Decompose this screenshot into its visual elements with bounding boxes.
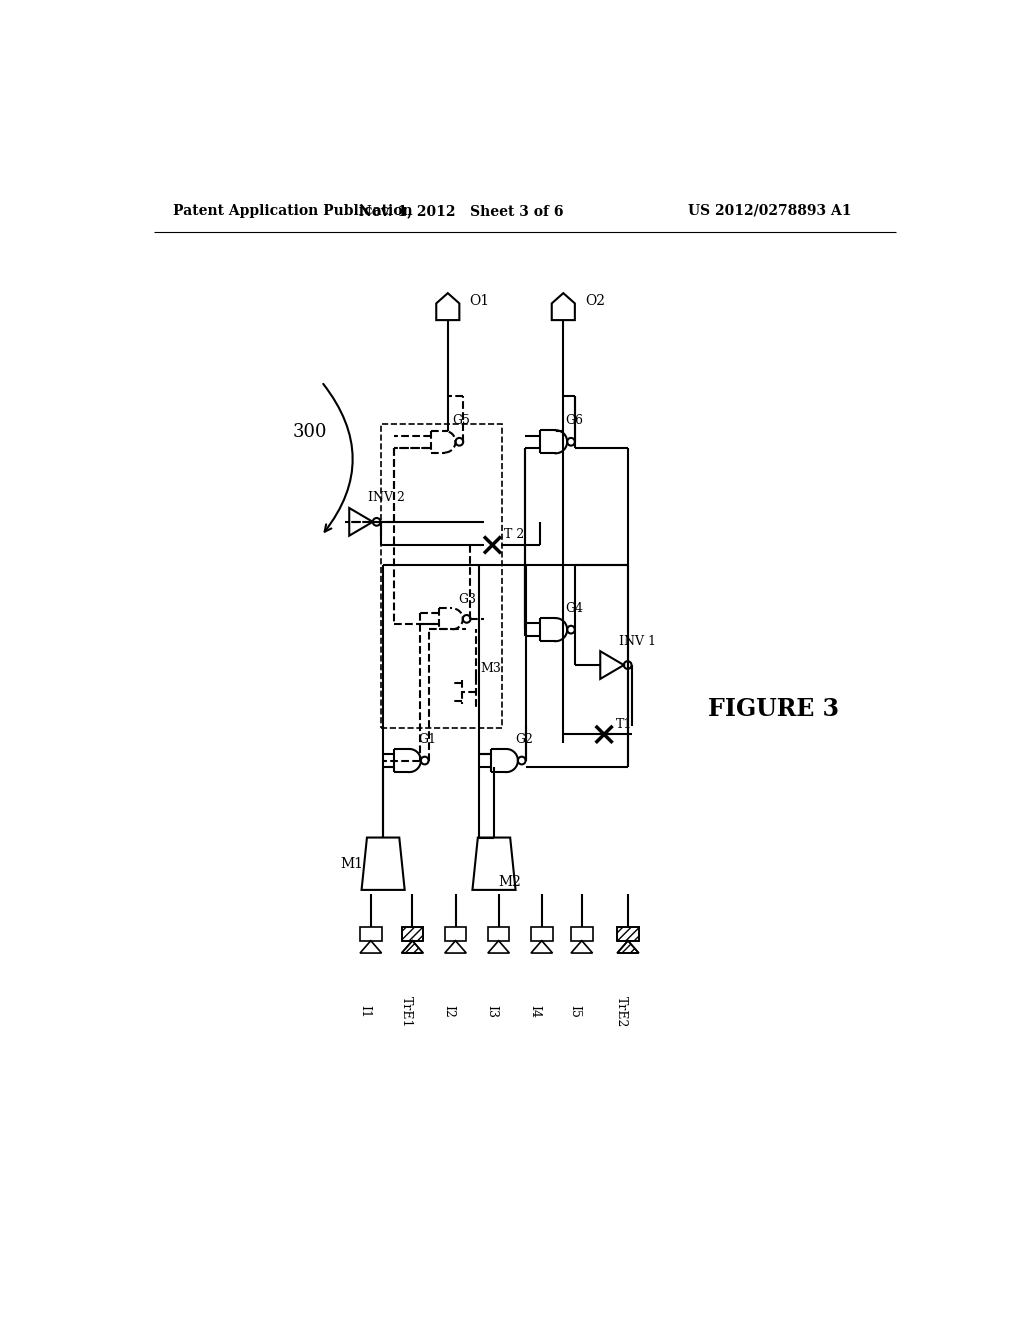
Text: M1: M1 bbox=[341, 857, 364, 871]
Text: T1: T1 bbox=[615, 718, 632, 731]
Polygon shape bbox=[617, 941, 639, 953]
Polygon shape bbox=[361, 838, 404, 890]
FancyArrowPatch shape bbox=[324, 384, 352, 532]
Bar bbox=[487, 927, 509, 941]
Text: O2: O2 bbox=[585, 294, 605, 308]
Text: G4: G4 bbox=[565, 602, 583, 615]
Text: INV 2: INV 2 bbox=[368, 491, 404, 504]
Polygon shape bbox=[552, 293, 574, 321]
Polygon shape bbox=[487, 941, 509, 953]
Text: Nov. 1, 2012   Sheet 3 of 6: Nov. 1, 2012 Sheet 3 of 6 bbox=[359, 203, 564, 218]
Polygon shape bbox=[436, 293, 460, 321]
Text: M3: M3 bbox=[480, 663, 501, 676]
Polygon shape bbox=[571, 941, 593, 953]
Polygon shape bbox=[401, 941, 423, 953]
Text: O1: O1 bbox=[469, 294, 489, 308]
Text: G6: G6 bbox=[565, 414, 583, 428]
Polygon shape bbox=[360, 941, 382, 953]
Text: G1: G1 bbox=[419, 733, 436, 746]
Polygon shape bbox=[600, 651, 624, 678]
Text: TrE1: TrE1 bbox=[399, 995, 413, 1027]
Bar bbox=[401, 927, 423, 941]
Text: Patent Application Publication: Patent Application Publication bbox=[173, 203, 413, 218]
Text: I3: I3 bbox=[485, 1005, 499, 1018]
Text: G2: G2 bbox=[515, 733, 534, 746]
Text: I1: I1 bbox=[357, 1005, 371, 1018]
Text: T 2: T 2 bbox=[504, 528, 524, 541]
Text: 300: 300 bbox=[292, 422, 327, 441]
Text: G5: G5 bbox=[453, 414, 470, 428]
Text: TrE2: TrE2 bbox=[615, 995, 628, 1027]
Bar bbox=[531, 927, 553, 941]
Bar bbox=[360, 927, 382, 941]
Bar bbox=[617, 927, 639, 941]
Text: G3: G3 bbox=[459, 593, 476, 606]
Text: I4: I4 bbox=[528, 1005, 542, 1018]
Bar bbox=[381, 424, 503, 729]
Polygon shape bbox=[444, 941, 466, 953]
Polygon shape bbox=[531, 941, 553, 953]
Polygon shape bbox=[472, 838, 515, 890]
Bar bbox=[617, 927, 639, 941]
Text: INV 1: INV 1 bbox=[618, 635, 655, 648]
Polygon shape bbox=[349, 508, 373, 536]
Bar bbox=[444, 927, 466, 941]
Bar bbox=[401, 927, 423, 941]
Text: M2: M2 bbox=[499, 875, 521, 890]
Text: US 2012/0278893 A1: US 2012/0278893 A1 bbox=[688, 203, 851, 218]
Text: FIGURE 3: FIGURE 3 bbox=[708, 697, 839, 721]
Text: I5: I5 bbox=[568, 1005, 582, 1018]
Text: I2: I2 bbox=[442, 1005, 456, 1018]
Bar bbox=[571, 927, 593, 941]
